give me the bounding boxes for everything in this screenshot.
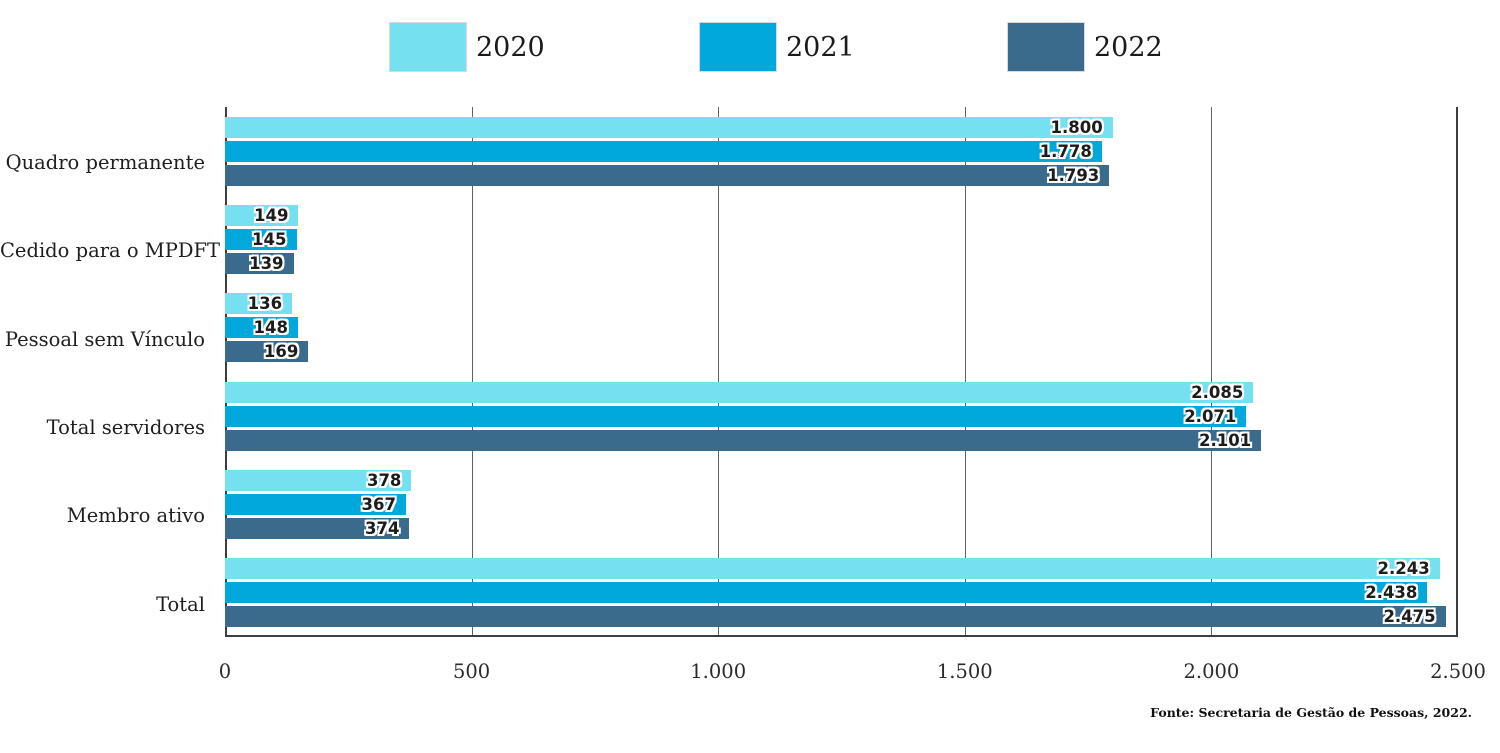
legend-label-2022: 2022 (1094, 31, 1163, 63)
bar-2021-total: 2.438 (225, 582, 1428, 604)
bar-value-label: 1.793 (1047, 165, 1100, 185)
x-axis-line (225, 635, 1458, 637)
bar-2022-total: 2.475 (225, 606, 1446, 628)
bar-value-label: 378 (366, 470, 402, 490)
x-tick-2000: 2.000 (1183, 660, 1240, 683)
legend-swatch-2022 (1007, 22, 1085, 72)
x-tick-2500: 2.500 (1430, 660, 1486, 683)
bar-value-label: 374 (365, 518, 400, 538)
x-tick-0: 0 (218, 660, 232, 683)
gridline-0 (225, 107, 227, 637)
bar-group-membro-ativo: 378 367 374 (225, 460, 1458, 548)
x-tick-500: 500 (452, 660, 491, 683)
category-label-membro-ativo: Membro ativo (66, 504, 205, 528)
source-note: Fonte: Secretaria de Gestão de Pessoas, … (1150, 705, 1472, 720)
bar-2020-quadro-permanente: 1.800 (225, 116, 1113, 138)
category-label-quadro-permanente: Quadro permanente (5, 151, 205, 174)
bar-value-label: 2.085 (1191, 382, 1244, 402)
gridline-1000 (718, 107, 720, 637)
gridline-2500 (1456, 107, 1458, 637)
bar-group-quadro-permanente: 1.800 1.778 1.793 (225, 107, 1458, 195)
bar-value-label: 139 (249, 253, 284, 273)
category-label-total-servidores: Total servidores (46, 415, 205, 439)
bar-value-label: 2.243 (1377, 559, 1430, 579)
legend-swatch-2021 (699, 22, 777, 72)
legend-item-2022: 2022 (1007, 22, 1163, 72)
bar-value-label: 136 (247, 294, 283, 314)
gridline-500 (471, 107, 473, 637)
gridline-2000 (1211, 107, 1213, 637)
bar-2020-total: 2.243 (225, 558, 1440, 580)
gridline-1500 (964, 107, 966, 637)
bar-2021-membro-ativo: 367 (225, 493, 406, 515)
category-label-cedido-para-o-mpdft: Cedido para o MPDFT (0, 239, 221, 263)
bar-value-label: 2.438 (1365, 583, 1418, 603)
legend-label-2021: 2021 (786, 31, 855, 63)
legend-item-2021: 2021 (699, 22, 855, 72)
bar-2022-total-servidores: 2.101 (225, 429, 1262, 451)
bar-value-label: 1.778 (1039, 141, 1092, 161)
bar-value-label: 148 (253, 318, 288, 338)
bar-value-label: 2.475 (1383, 607, 1436, 627)
bar-value-label: 2.071 (1184, 406, 1237, 426)
category-label-total: Total (156, 592, 205, 616)
bar-value-label: 2.101 (1199, 430, 1252, 450)
bar-2020-membro-ativo: 378 (225, 469, 412, 491)
bar-value-label: 145 (252, 229, 287, 249)
legend-item-2020: 2020 (389, 22, 545, 72)
bar-2022-cedido-para-o-mpdft: 139 (225, 252, 294, 274)
legend-label-2020: 2020 (476, 31, 545, 63)
bar-group-total: 2.243 2.438 2.475 (225, 549, 1458, 637)
bar-2021-total-servidores: 2.071 (225, 405, 1247, 427)
bar-2020-total-servidores: 2.085 (225, 381, 1254, 403)
bar-value-label: 1.800 (1050, 117, 1103, 137)
bar-2022-quadro-permanente: 1.793 (225, 164, 1110, 186)
bar-value-label: 169 (263, 342, 299, 362)
x-tick-1000: 1.000 (690, 660, 747, 683)
bar-2020-pessoal-sem-vinculo: 136 (225, 293, 293, 315)
bars-layer: 1.800 1.778 1.793 149 145 139 136 148 169 2.085 2.… (225, 107, 1458, 637)
bar-2021-quadro-permanente: 1.778 (225, 140, 1102, 162)
bar-2022-membro-ativo: 374 (225, 517, 410, 539)
plot-area: 1.800 1.778 1.793 149 145 139 136 148 169 2.085 2.… (225, 107, 1458, 637)
x-tick-1500: 1.500 (936, 660, 993, 683)
bar-2021-pessoal-sem-vinculo: 148 (225, 317, 298, 339)
bar-group-total-servidores: 2.085 2.071 2.101 (225, 372, 1458, 460)
category-label-pessoal-sem-vinculo: Pessoal sem Vínculo (4, 327, 205, 351)
bar-2022-pessoal-sem-vinculo: 169 (225, 341, 309, 363)
bar-2020-cedido-para-o-mpdft: 149 (225, 204, 299, 226)
bar-value-label: 149 (254, 205, 289, 225)
bar-2021-cedido-para-o-mpdft: 145 (225, 228, 297, 250)
bar-value-label: 367 (361, 494, 396, 514)
bar-group-cedido-para-o-mpdft: 149 145 139 (225, 195, 1458, 283)
legend-swatch-2020 (389, 22, 467, 72)
bar-group-pessoal-sem-vinculo: 136 148 169 (225, 284, 1458, 372)
